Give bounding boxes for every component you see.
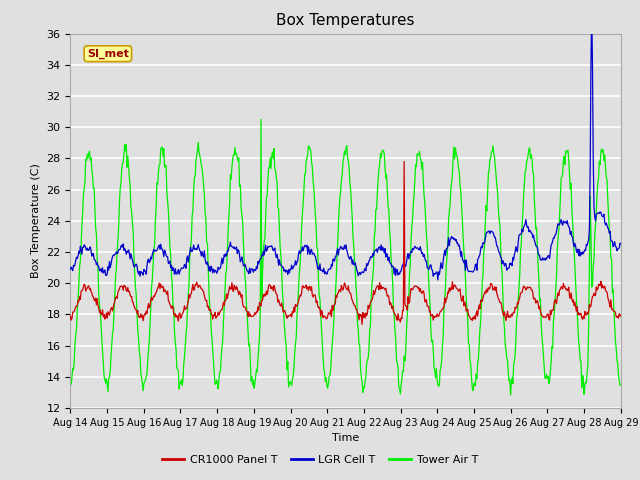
- Legend: CR1000 Panel T, LGR Cell T, Tower Air T: CR1000 Panel T, LGR Cell T, Tower Air T: [157, 451, 483, 469]
- X-axis label: Time: Time: [332, 433, 359, 443]
- Y-axis label: Box Temperature (C): Box Temperature (C): [31, 163, 41, 278]
- Text: SI_met: SI_met: [87, 48, 129, 59]
- Title: Box Temperatures: Box Temperatures: [276, 13, 415, 28]
